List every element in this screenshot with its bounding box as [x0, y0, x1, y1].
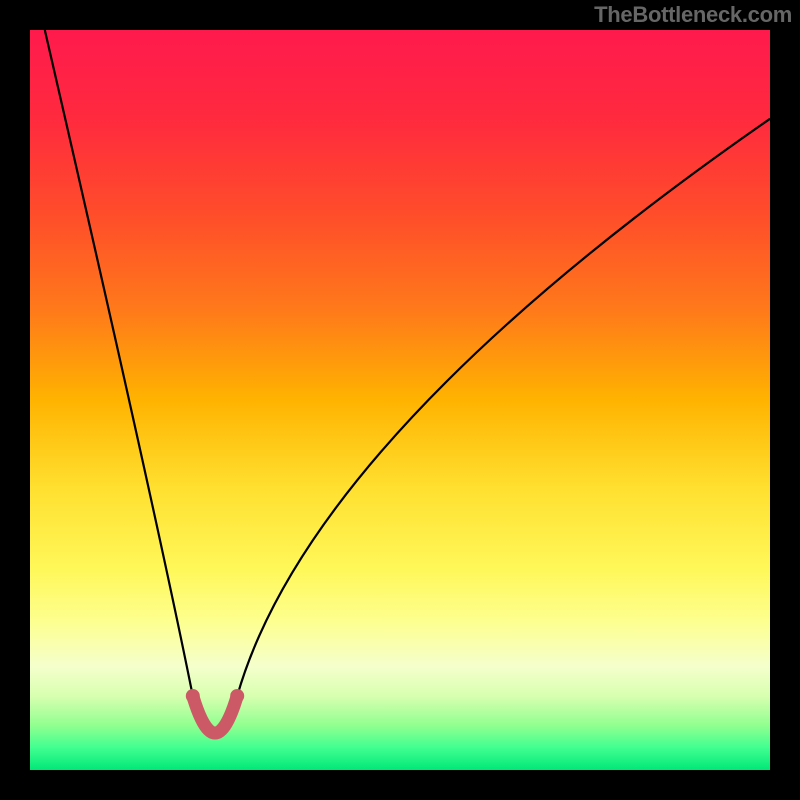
- chart-container: { "watermark": "TheBottleneck.com", "cha…: [0, 0, 800, 800]
- bottleneck-chart: [0, 0, 800, 800]
- watermark-text: TheBottleneck.com: [594, 2, 792, 28]
- notch-dot-left: [186, 689, 200, 703]
- notch-dot-right: [230, 689, 244, 703]
